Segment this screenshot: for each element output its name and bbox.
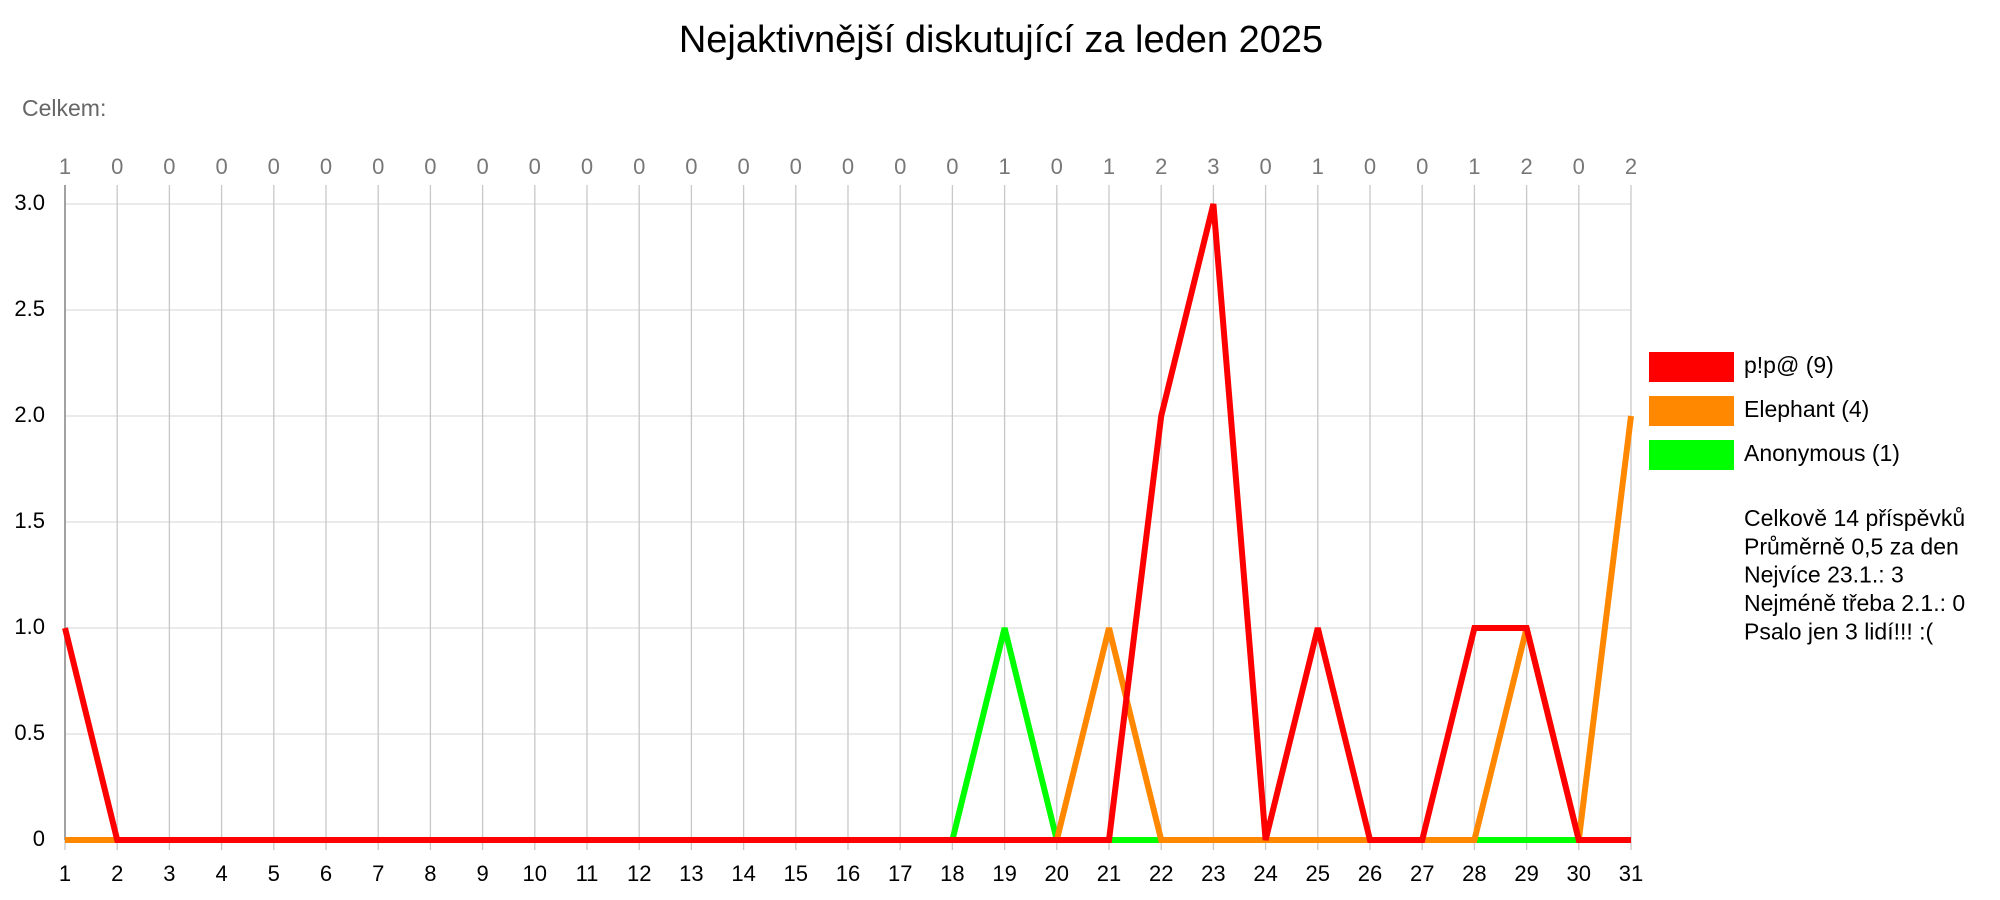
total-label: 0 [215, 154, 227, 179]
x-tick-label: 29 [1514, 861, 1538, 886]
x-tick-label: 15 [784, 861, 808, 886]
stat-line: Průměrně 0,5 za den [1744, 533, 1959, 559]
x-tick-label: 1 [59, 861, 71, 886]
y-tick-label: 3.0 [14, 190, 45, 215]
total-label: 0 [685, 154, 697, 179]
total-label: 0 [946, 154, 958, 179]
x-tick-label: 28 [1462, 861, 1486, 886]
y-tick-label: 2.5 [14, 296, 45, 321]
x-tick-label: 13 [679, 861, 703, 886]
total-label: 1 [998, 154, 1010, 179]
total-label: 0 [1364, 154, 1376, 179]
y-tick-label: 2.0 [14, 402, 45, 427]
x-tick-label: 22 [1149, 861, 1173, 886]
x-tick-label: 23 [1201, 861, 1225, 886]
total-label: 0 [1416, 154, 1428, 179]
legend-label: p!p@ (9) [1744, 352, 1834, 378]
total-label: 2 [1155, 154, 1167, 179]
total-label: 1 [1312, 154, 1324, 179]
x-tick-label: 11 [576, 861, 599, 886]
legend-swatch [1649, 352, 1734, 382]
total-label: 0 [581, 154, 593, 179]
x-tick-label: 16 [836, 861, 860, 886]
legend-swatch [1649, 396, 1734, 426]
x-tick-label: 12 [627, 861, 651, 886]
x-tick-label: 7 [372, 861, 384, 886]
x-tick-label: 4 [215, 861, 227, 886]
x-tick-label: 21 [1097, 861, 1121, 886]
legend-label: Anonymous (1) [1744, 440, 1900, 466]
stat-line: Psalo jen 3 lidí!!! :( [1744, 618, 1934, 644]
total-label: 0 [1573, 154, 1585, 179]
x-tick-label: 9 [476, 861, 488, 886]
stat-line: Nejméně třeba 2.1.: 0 [1744, 590, 1965, 616]
x-tick-label: 17 [888, 861, 912, 886]
x-tick-label: 31 [1619, 861, 1643, 886]
total-label: 0 [790, 154, 802, 179]
legend-label: Elephant (4) [1744, 396, 1869, 422]
x-tick-label: 14 [731, 861, 755, 886]
total-label: 0 [1051, 154, 1063, 179]
series-line [62, 203, 1631, 843]
total-label: 1 [1103, 154, 1115, 179]
x-tick-label: 3 [163, 861, 175, 886]
total-label: 0 [842, 154, 854, 179]
x-tick-label: 30 [1567, 861, 1591, 886]
x-tick-label: 5 [268, 861, 280, 886]
legend-swatch [1649, 440, 1734, 470]
total-label: 3 [1207, 154, 1219, 179]
x-tick-label: 18 [940, 861, 964, 886]
x-tick-label: 25 [1306, 861, 1330, 886]
total-label: 0 [320, 154, 332, 179]
stat-line: Nejvíce 23.1.: 3 [1744, 562, 1904, 588]
total-label: 2 [1520, 154, 1532, 179]
x-tick-label: 10 [523, 861, 547, 886]
total-label: 2 [1625, 154, 1637, 179]
stat-line: Celkově 14 příspěvků [1744, 505, 1965, 531]
total-label: 0 [894, 154, 906, 179]
total-label: 0 [372, 154, 384, 179]
x-tick-label: 26 [1358, 861, 1382, 886]
x-tick-label: 8 [424, 861, 436, 886]
subtitle: Celkem: [22, 95, 106, 121]
x-tick-label: 20 [1045, 861, 1069, 886]
y-tick-label: 1.0 [14, 614, 45, 639]
x-tick-label: 6 [320, 861, 332, 886]
total-label: 1 [1468, 154, 1480, 179]
chart-title: Nejaktivnější diskutující za leden 2025 [679, 19, 1323, 61]
total-label: 0 [163, 154, 175, 179]
total-label: 0 [529, 154, 541, 179]
total-label: 0 [268, 154, 280, 179]
total-label: 0 [476, 154, 488, 179]
x-tick-label: 24 [1253, 861, 1277, 886]
x-tick-label: 27 [1410, 861, 1434, 886]
y-tick-label: 0.5 [14, 720, 45, 745]
total-label: 0 [633, 154, 645, 179]
total-label: 0 [737, 154, 749, 179]
x-tick-label: 19 [992, 861, 1016, 886]
total-label: 0 [1259, 154, 1271, 179]
total-label: 0 [111, 154, 123, 179]
total-label: 1 [59, 154, 71, 179]
x-tick-label: 2 [111, 861, 123, 886]
total-label: 0 [424, 154, 436, 179]
y-tick-label: 1.5 [14, 508, 45, 533]
y-tick-label: 0 [33, 826, 45, 851]
